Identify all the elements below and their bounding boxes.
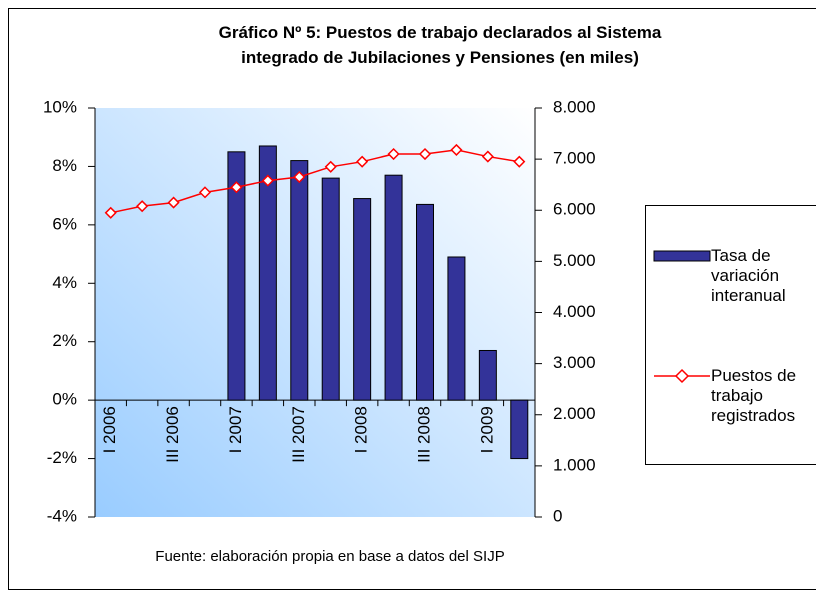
y-tick-label: -4% xyxy=(47,506,77,525)
source: Fuente: elaboración propia en base a dat… xyxy=(155,548,504,565)
y2-tick-label: 0 xyxy=(553,506,562,525)
bar xyxy=(416,203,434,401)
marker xyxy=(198,186,212,199)
y2-tick-label: 3.000 xyxy=(553,353,596,372)
chart-title: Gráfico Nº 5: Puestos de trabajo declara… xyxy=(218,23,662,67)
marker xyxy=(324,160,337,173)
y2-tick-label: 6.000 xyxy=(553,200,596,219)
bar xyxy=(510,399,529,460)
y-tick-label: 4% xyxy=(52,273,77,292)
marker xyxy=(261,174,274,187)
marker xyxy=(104,206,117,219)
marker xyxy=(356,155,369,168)
marker xyxy=(481,150,494,163)
y2-tick-label: 1.000 xyxy=(553,455,596,474)
bar xyxy=(290,160,309,401)
legend-label: Tasa de variación interanual xyxy=(711,246,786,305)
bar xyxy=(447,256,466,401)
bar xyxy=(258,145,277,401)
x-tick-label: I 2007 xyxy=(226,406,245,453)
marker xyxy=(136,200,149,213)
plot-area xyxy=(95,108,535,517)
y-tick-label: 10% xyxy=(43,97,77,116)
x-tick-label: III 2008 xyxy=(414,406,433,463)
chart-frame xyxy=(8,8,816,590)
x-tick-label: I 2008 xyxy=(352,406,371,453)
legend-keys xyxy=(653,250,711,384)
y-tick-label: 8% xyxy=(52,156,77,175)
y-tick-label: 0% xyxy=(52,390,77,409)
x-tick-label: I 2006 xyxy=(100,406,119,453)
bar xyxy=(478,349,497,401)
bar xyxy=(353,198,372,401)
y-tick-label: 2% xyxy=(52,331,77,350)
bar xyxy=(384,174,403,401)
bar xyxy=(321,177,340,401)
marker xyxy=(293,170,306,184)
marker xyxy=(230,181,243,194)
x-tick-label: III 2006 xyxy=(163,406,182,463)
y-tick-label: -2% xyxy=(47,448,77,467)
marker xyxy=(167,196,180,209)
y2-tick-label: 8.000 xyxy=(553,97,596,116)
legend-bar-key xyxy=(653,250,711,262)
y2-tick-label: 2.000 xyxy=(553,404,596,423)
x-tick-label: III 2007 xyxy=(289,406,308,463)
legend-marker xyxy=(674,368,690,384)
legend: Tasa de variación interanual Puestos de … xyxy=(645,205,816,465)
bar xyxy=(227,151,246,401)
y2-tick-label: 4.000 xyxy=(553,302,596,321)
marker xyxy=(513,155,526,168)
marker xyxy=(450,143,463,156)
marker xyxy=(387,147,400,161)
y2-tick-label: 5.000 xyxy=(553,251,596,270)
y2-tick-label: 7.000 xyxy=(553,149,596,168)
y-tick-label: 6% xyxy=(52,214,77,233)
x-tick-label: I 2009 xyxy=(477,406,496,453)
legend-label: Puestos de trabajo registrados xyxy=(711,366,797,425)
marker xyxy=(418,147,432,161)
